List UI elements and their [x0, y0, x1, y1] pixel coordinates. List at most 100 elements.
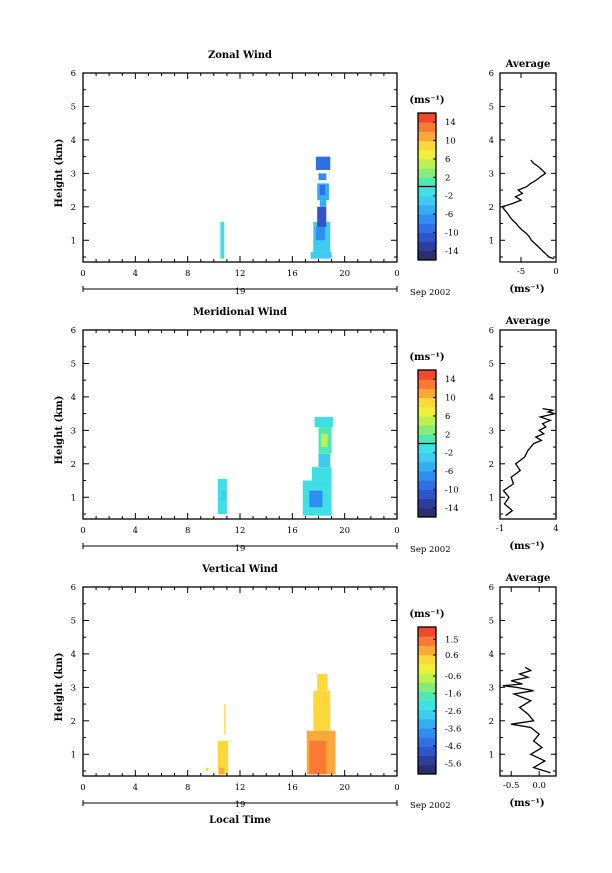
plot-frame-vertical [82, 586, 398, 777]
panel-marks-vertical: 0 4 8 12 16 20 01234561.50.6-0.6-1.6-2.6-3.6-4… [71, 583, 557, 806]
avg-y-tick-label: 1 [489, 493, 494, 503]
heatmap-cell [220, 221, 225, 259]
heatmap-cell [319, 200, 327, 207]
heatmap-cell [315, 226, 326, 241]
avg-y-tick-label: 5 [489, 102, 494, 112]
avg-y-tick-label: 6 [489, 326, 494, 336]
colorbar-segment [418, 122, 436, 132]
avg-unit-zonal: (ms⁻¹) [509, 284, 544, 295]
date-label-zonal: Sep 2002 [410, 288, 451, 298]
x-tick-label: 0 [394, 526, 399, 536]
colorbar-segment [418, 214, 436, 224]
colorbar-segment [418, 140, 436, 151]
x-tick-label: 16 [287, 269, 298, 279]
colorbar-segment [418, 471, 436, 481]
panel-marks-meridional: 0 4 8 12 16 20 0123456141062-2-6-10-14123456-1… [71, 326, 559, 549]
x-tick-label: 16 [287, 783, 298, 793]
colorbar-segment [418, 691, 436, 701]
colorbar-segment [418, 709, 436, 720]
colorbar-tick-label: 14 [445, 118, 456, 128]
heatmap-cell [314, 416, 333, 428]
x-tick-label: 20 [339, 269, 350, 279]
y-tick-label: 1 [71, 236, 76, 246]
avg-frame-meridional [499, 329, 557, 520]
heatmap-cell [309, 490, 323, 508]
avg-y-tick-label: 6 [489, 583, 494, 593]
heatmap-cell [217, 740, 229, 775]
colorbar-segment [418, 507, 436, 518]
avg-x-tick-label: -5 [517, 267, 525, 277]
colorbar-tick-label: -4.6 [445, 742, 461, 752]
unit-label-vertical: (ms⁻¹) [409, 609, 444, 620]
colorbar-tick-label: 6 [445, 412, 450, 422]
colorbar-tick-label: 10 [445, 137, 456, 147]
colorbar-tick-label: -2 [445, 449, 453, 459]
colorbar-tick-label: 0.6 [445, 651, 459, 661]
avg-profile-line-zonal [500, 159, 555, 260]
colorbar-segment [418, 149, 436, 160]
heatmap-cell [310, 251, 332, 259]
y-tick-label: 1 [71, 493, 76, 503]
colorbar-tick-label: -1.6 [445, 690, 461, 700]
colorbar-tick-label: -0.6 [445, 672, 461, 682]
y-tick-label: 5 [71, 616, 76, 626]
colorbar-tick-label: -2 [445, 192, 453, 202]
colorbar-segment [418, 131, 436, 142]
colorbar-frame-vertical [417, 626, 437, 775]
avg-title-zonal: Average [505, 59, 551, 70]
colorbar-tick-label: -2.6 [445, 707, 461, 717]
colorbar-segment [418, 700, 436, 711]
unit-label-meridional: (ms⁻¹) [409, 352, 444, 363]
colorbar-segment [418, 746, 436, 757]
avg-unit-vertical: (ms⁻¹) [509, 798, 544, 809]
ylabel-zonal: Height (km) [54, 139, 65, 208]
heatmap-cell [319, 185, 326, 196]
x-tick-label: 0 [80, 269, 85, 279]
colorbar-segment [418, 764, 436, 775]
colorbar-segment [418, 489, 436, 500]
colorbar-segment [418, 663, 436, 674]
date-label-meridional: Sep 2002 [410, 545, 451, 555]
colorbar-segment [418, 728, 436, 738]
panel-marks-zonal: 0 4 8 12 16 20 0123456141062-2-6-10-14123456-5… [71, 69, 559, 292]
panel-vertical: Vertical Wind Average (ms⁻¹) Height (km)… [54, 564, 550, 826]
colorbar-segment [418, 397, 436, 408]
colorbar-tick-label: -14 [445, 504, 459, 514]
avg-frame-vertical [499, 586, 557, 777]
heatmap-cell [205, 767, 209, 771]
plot-frame-meridional [82, 329, 398, 520]
avg-y-tick-label: 3 [489, 426, 494, 436]
colorbar-segment [418, 755, 436, 766]
date-day-meridional: 19 [235, 544, 246, 554]
heatmap-cell [318, 173, 327, 181]
colorbar-segment [418, 204, 436, 215]
colorbar-tick-label: -5.6 [445, 760, 461, 770]
avg-y-tick-label: 4 [489, 136, 494, 146]
panel-zonal: Zonal Wind Average (ms⁻¹) Height (km) 19… [54, 50, 550, 298]
x-tick-label: 0 [394, 783, 399, 793]
avg-title-meridional: Average [505, 316, 551, 327]
dynamic-marks: 0 4 8 12 16 20 0123456141062-2-6-10-14123456-5… [71, 69, 559, 806]
avg-profile-line-meridional [502, 407, 556, 517]
x-tick-label: 4 [133, 526, 138, 536]
colorbar-segment [418, 195, 436, 206]
colorbar-tick-label: 14 [445, 375, 456, 385]
avg-y-tick-label: 1 [489, 750, 494, 760]
heatmap-cell [313, 690, 331, 731]
colorbar-segment [418, 241, 436, 252]
colorbar-segment [418, 232, 436, 243]
avg-x-tick-label: -1 [496, 524, 504, 534]
colorbar-tick-label: 6 [445, 155, 450, 165]
xlabel-local-time: Local Time [209, 815, 271, 826]
colorbar-tick-label: -14 [445, 247, 459, 257]
colorbar-segment [418, 443, 436, 454]
heatmap-cell [315, 156, 331, 171]
colorbar-tick-label: -10 [445, 485, 459, 495]
colorbar-tick-label: 10 [445, 394, 456, 404]
x-tick-label: 12 [235, 269, 246, 279]
x-tick-label: 12 [235, 526, 246, 536]
colorbar-segment [418, 672, 436, 683]
heatmap-cell [219, 767, 225, 775]
avg-title-vertical: Average [505, 573, 551, 584]
avg-y-tick-label: 2 [489, 717, 494, 727]
